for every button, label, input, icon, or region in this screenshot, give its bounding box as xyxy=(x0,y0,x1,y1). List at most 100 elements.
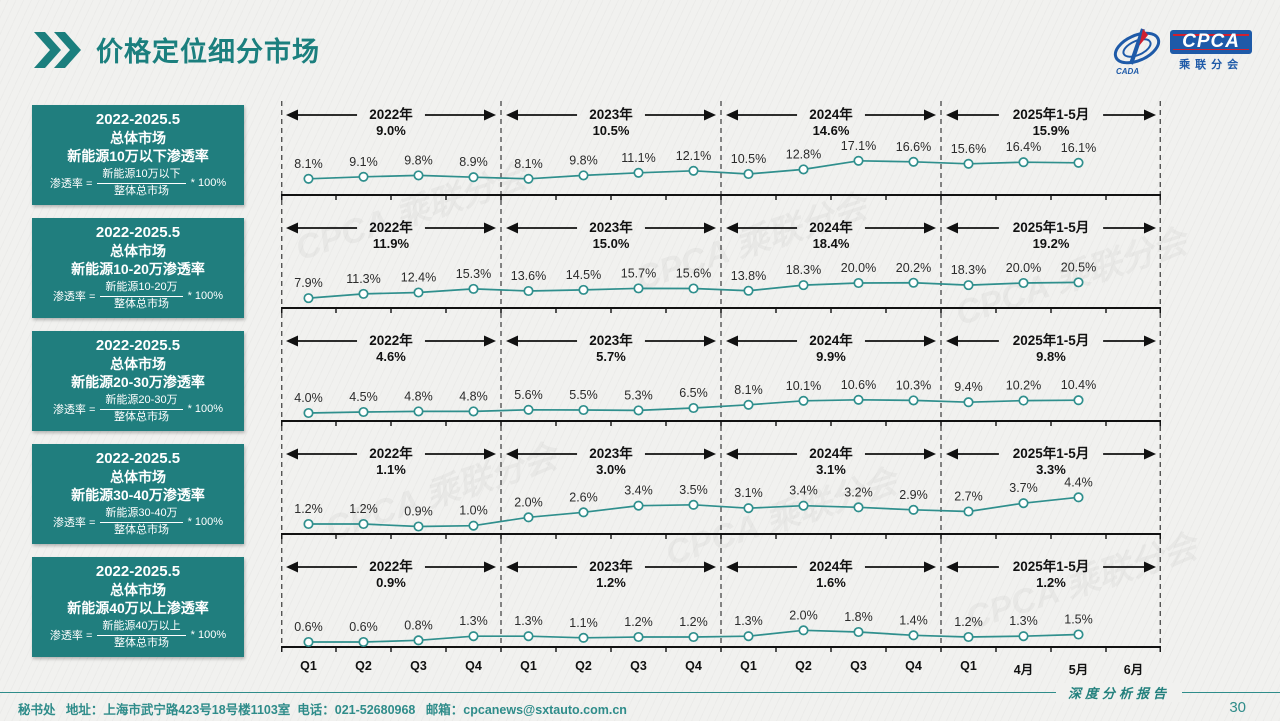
data-point xyxy=(578,507,589,518)
data-label: 15.3% xyxy=(456,267,491,281)
data-label: 1.3% xyxy=(1009,614,1038,628)
year-label: 2023年 xyxy=(589,445,633,461)
data-point xyxy=(1073,395,1084,406)
chart-row: 2022年0.9%2023年1.2%2024年1.6%2025年1-5月1.2%… xyxy=(281,539,1161,652)
data-label: 10.1% xyxy=(786,379,821,393)
data-label: 16.1% xyxy=(1061,141,1096,155)
data-label: 1.2% xyxy=(954,615,983,629)
year-average-value: 9.0% xyxy=(376,123,406,138)
data-label: 1.8% xyxy=(844,610,873,624)
year-span: 2025年1-5月1.2% xyxy=(946,558,1156,590)
data-point xyxy=(798,625,809,636)
data-point xyxy=(853,394,864,405)
data-point xyxy=(633,405,644,416)
x-axis-label: Q2 xyxy=(575,659,592,673)
data-point xyxy=(633,500,644,511)
x-axis-label: 5月 xyxy=(1068,663,1089,677)
year-label: 2023年 xyxy=(589,219,633,235)
data-point xyxy=(908,156,919,167)
data-point xyxy=(413,635,424,646)
data-label: 2.6% xyxy=(569,490,598,504)
data-label: 10.3% xyxy=(896,378,931,392)
data-point xyxy=(523,512,534,523)
x-axis-label: 4月 xyxy=(1013,663,1034,677)
data-point xyxy=(743,168,754,180)
metric-box: 2022-2025.5 总体市场 新能源10-20万渗透率 渗透率 = 新能源10-20… xyxy=(32,218,244,318)
data-label: 18.3% xyxy=(786,263,821,277)
data-label: 13.6% xyxy=(511,269,546,283)
data-label: 10.5% xyxy=(731,152,766,166)
data-label: 1.0% xyxy=(459,504,488,518)
box-formula: 渗透率 = 新能源40万以上 整体总市场 * 100% xyxy=(49,620,227,649)
data-point xyxy=(688,631,699,643)
data-point xyxy=(688,283,699,294)
data-label: 15.6% xyxy=(951,142,986,156)
data-point xyxy=(798,500,809,511)
cada-tagline: CADA xyxy=(1116,67,1139,76)
year-label: 2024年 xyxy=(809,219,853,235)
year-average-value: 15.0% xyxy=(593,236,630,251)
box-metric: 新能源10万以下渗透率 xyxy=(67,147,209,164)
data-label: 1.3% xyxy=(459,614,488,628)
data-point xyxy=(963,397,974,408)
metric-box: 2022-2025.5 总体市场 新能源40万以上渗透率 渗透率 = 新能源40万以上整… xyxy=(32,557,244,657)
data-point xyxy=(908,395,919,406)
box-period: 2022-2025.5 xyxy=(95,224,181,242)
data-point xyxy=(358,636,369,648)
data-point xyxy=(468,283,479,294)
data-label: 4.8% xyxy=(404,389,433,403)
box-period: 2022-2025.5 xyxy=(95,111,181,129)
year-average-value: 3.0% xyxy=(596,462,626,477)
box-formula: 渗透率 = 新能源30-40万 整体总市场 * 100% xyxy=(52,507,224,536)
year-span: 2025年1-5月9.8% xyxy=(946,332,1156,364)
metric-box: 2022-2025.5 总体市场 新能源20-30万渗透率 渗透率 = 新能源20-30… xyxy=(32,331,244,431)
x-axis-label: Q1 xyxy=(520,659,537,673)
data-point xyxy=(413,521,424,532)
box-formula: 渗透率 = 新能源10万以下 整体总市场 * 100% xyxy=(49,168,227,197)
x-axis-label: Q1 xyxy=(740,659,757,673)
box-period: 2022-2025.5 xyxy=(95,563,181,581)
data-label: 1.2% xyxy=(349,502,378,516)
data-label: 11.1% xyxy=(621,151,656,165)
data-label: 0.8% xyxy=(404,618,433,632)
data-point xyxy=(853,626,864,638)
data-point xyxy=(358,171,369,182)
year-average-value: 9.9% xyxy=(816,349,846,364)
data-label: 10.6% xyxy=(841,378,876,392)
data-label: 1.5% xyxy=(1064,613,1093,627)
year-average-value: 19.2% xyxy=(1033,236,1070,251)
data-point xyxy=(798,395,809,406)
year-label: 2023年 xyxy=(589,106,633,122)
data-label: 20.2% xyxy=(896,261,931,275)
data-point xyxy=(358,288,369,299)
data-label: 3.5% xyxy=(679,483,708,497)
box-formula: 渗透率 = 新能源10-20万 整体总市场 * 100% xyxy=(52,281,224,310)
cpca-logo: CADA CPCA 乘联分会 xyxy=(1110,26,1252,76)
data-point xyxy=(1018,498,1029,509)
data-point xyxy=(303,518,314,530)
data-point xyxy=(303,407,314,419)
chart-row: 2022年11.9%2023年15.0%2024年18.4%2025年1-5月1… xyxy=(281,200,1161,313)
data-label: 3.4% xyxy=(624,484,653,498)
box-metric: 新能源10-20万渗透率 xyxy=(71,260,205,277)
data-point xyxy=(578,404,589,416)
year-average-value: 10.5% xyxy=(593,123,630,138)
year-average-value: 0.9% xyxy=(376,575,406,590)
data-label: 9.4% xyxy=(954,380,983,394)
data-point xyxy=(468,172,479,183)
data-point xyxy=(743,399,754,410)
data-label: 7.9% xyxy=(294,276,323,290)
data-point xyxy=(798,164,809,175)
year-label: 2024年 xyxy=(809,445,853,461)
data-label: 4.8% xyxy=(459,389,488,403)
data-point xyxy=(688,402,699,414)
x-axis-label: Q3 xyxy=(630,659,647,673)
chart-rows: 2022年 9.0% 2023年 10.5% 2024年 14.6% 2025年1-5月 15… xyxy=(281,87,1161,652)
